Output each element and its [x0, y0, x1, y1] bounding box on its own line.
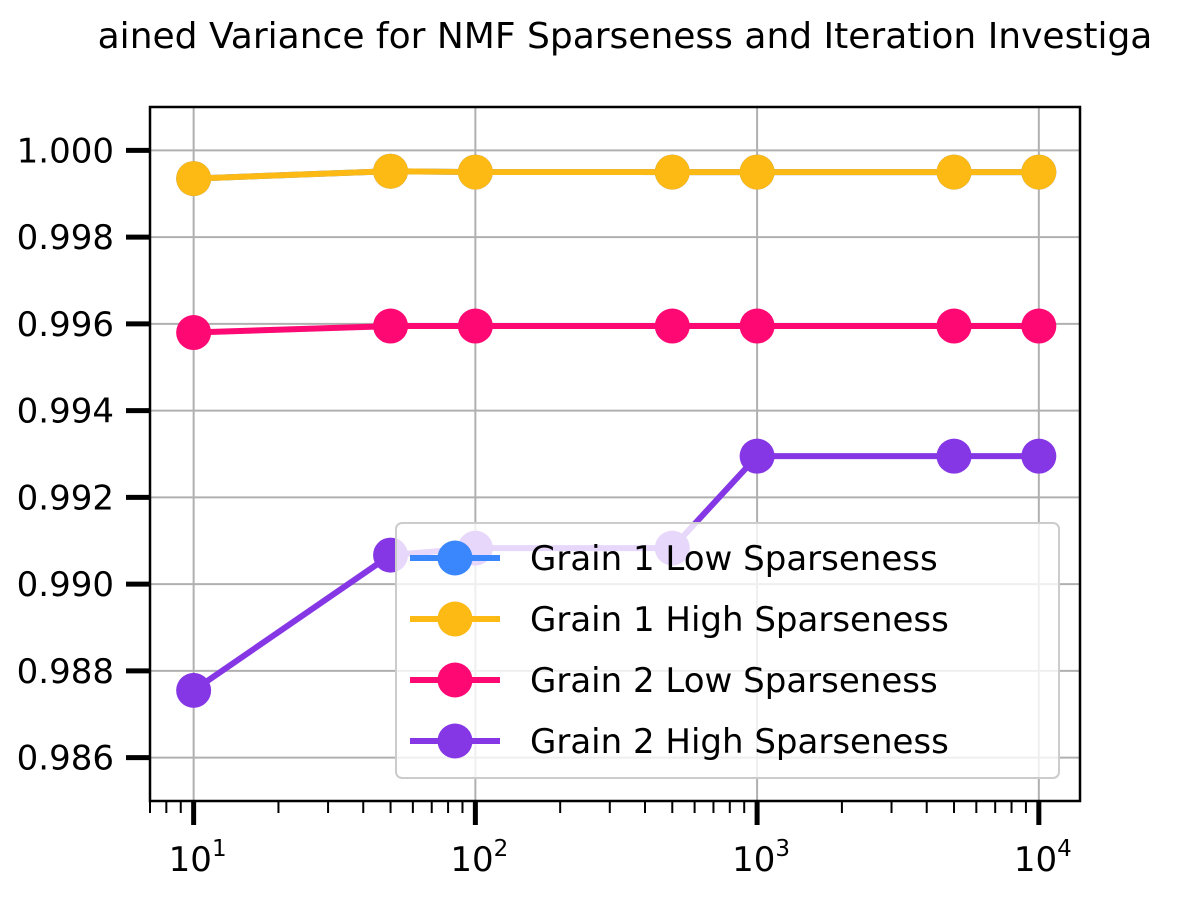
x-tick-base: 10	[450, 840, 493, 880]
y-tick-label: 0.990	[17, 565, 114, 605]
legend-swatch-marker	[437, 662, 473, 698]
y-tick-label: 0.998	[17, 218, 114, 258]
series-line	[193, 168, 1039, 182]
legend-box	[395, 522, 1060, 779]
series-3	[176, 308, 1057, 351]
y-tick-label: 0.994	[17, 392, 114, 432]
data-point	[936, 154, 972, 190]
x-tick-base: 10	[732, 840, 775, 880]
legend-item: Grain 1 Low Sparseness	[410, 539, 938, 579]
data-point	[739, 438, 775, 474]
data-point	[457, 308, 493, 344]
x-tick-exponent: 1	[212, 836, 227, 862]
legend-swatch-marker	[437, 723, 473, 759]
data-point	[457, 154, 493, 190]
legend: Grain 1 Low Sparseness Grain 1 High Spars…	[395, 522, 1060, 779]
x-tick-label: 104	[1014, 836, 1072, 880]
legend-swatch-marker	[437, 540, 473, 576]
legend-swatch-marker	[437, 601, 473, 637]
series-2	[176, 153, 1057, 197]
plot-frame	[148, 105, 1082, 803]
axes: 1.000 0.998 0.996 0.994 0.992 0.990 0.988 0.986…	[17, 131, 1072, 880]
data-point	[176, 161, 212, 197]
data-point	[373, 153, 409, 189]
y-tick-label: 0.988	[17, 652, 114, 692]
data-point	[739, 308, 775, 344]
x-tick-exponent: 4	[1057, 836, 1072, 862]
y-tick-label: 1.000	[17, 131, 114, 171]
x-tick-label: 101	[169, 836, 227, 880]
legend-label: Grain 2 High Sparseness	[530, 722, 949, 762]
x-tick-label: 103	[732, 836, 790, 880]
legend-item: Grain 1 High Sparseness	[410, 600, 949, 640]
chart-title: ained Variance for NMF Sparseness and It…	[98, 16, 1153, 57]
data-point	[936, 308, 972, 344]
y-tick-label: 0.986	[17, 739, 114, 779]
x-tick-base: 10	[169, 840, 212, 880]
data-point	[739, 154, 775, 190]
data-point	[373, 308, 409, 344]
data-point	[176, 672, 212, 708]
y-tick-label: 0.992	[17, 478, 114, 518]
legend-label: Grain 2 Low Sparseness	[530, 661, 938, 701]
data-point	[1021, 308, 1057, 344]
data-point	[654, 154, 690, 190]
data-point	[176, 315, 212, 351]
y-tick-label: 0.996	[17, 305, 114, 345]
data-point	[654, 308, 690, 344]
data-point	[1021, 154, 1057, 190]
x-tick-exponent: 3	[775, 836, 790, 862]
legend-label: Grain 1 Low Sparseness	[530, 539, 938, 579]
x-tick-label: 102	[450, 836, 508, 880]
x-tick-exponent: 2	[494, 836, 509, 862]
legend-item: Grain 2 High Sparseness	[410, 722, 949, 762]
legend-item: Grain 2 Low Sparseness	[410, 661, 938, 701]
data-point	[1021, 438, 1057, 474]
x-tick-base: 10	[1014, 840, 1057, 880]
series-line	[193, 323, 1039, 336]
data-point	[936, 438, 972, 474]
legend-label: Grain 1 High Sparseness	[530, 600, 949, 640]
